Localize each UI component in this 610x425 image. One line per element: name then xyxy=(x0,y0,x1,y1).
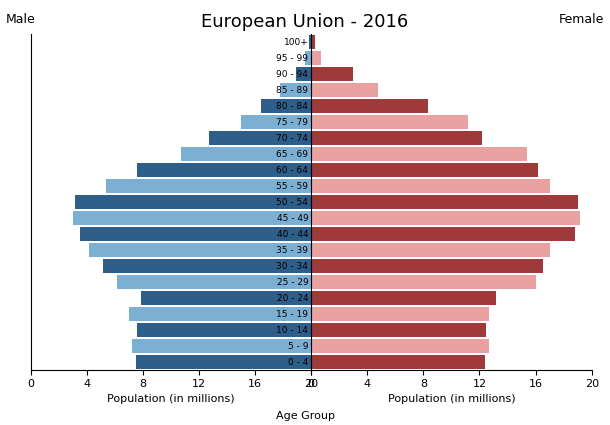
Bar xyxy=(311,147,527,161)
Bar xyxy=(132,339,311,353)
Text: Female: Female xyxy=(559,13,604,26)
Bar xyxy=(142,291,311,305)
Bar xyxy=(311,323,487,337)
Bar xyxy=(306,51,311,65)
Bar xyxy=(296,67,311,81)
Bar xyxy=(280,83,311,97)
Bar xyxy=(311,67,353,81)
Bar xyxy=(311,83,378,97)
Bar xyxy=(209,131,311,145)
Bar xyxy=(106,179,311,193)
Bar xyxy=(311,179,550,193)
Text: Male: Male xyxy=(6,13,36,26)
Bar xyxy=(311,355,485,368)
Bar xyxy=(311,195,578,209)
Bar xyxy=(73,211,311,225)
Bar xyxy=(311,51,321,65)
Bar xyxy=(137,323,311,337)
Bar xyxy=(241,115,311,129)
Bar xyxy=(80,227,311,241)
Bar xyxy=(118,275,311,289)
Bar xyxy=(311,339,489,353)
Bar xyxy=(181,147,311,161)
Bar xyxy=(104,259,311,272)
Text: European Union - 2016: European Union - 2016 xyxy=(201,13,409,31)
X-axis label: Population (in millions): Population (in millions) xyxy=(387,394,515,404)
Bar xyxy=(311,291,497,305)
Bar xyxy=(311,131,483,145)
Bar xyxy=(129,307,311,320)
Bar xyxy=(311,35,315,49)
X-axis label: Population (in millions): Population (in millions) xyxy=(107,394,235,404)
Bar xyxy=(311,163,539,177)
Text: Age Group: Age Group xyxy=(276,411,334,421)
Bar xyxy=(137,163,311,177)
Bar xyxy=(309,35,311,49)
Bar xyxy=(311,211,581,225)
Bar xyxy=(311,243,550,257)
Bar xyxy=(311,275,536,289)
Bar xyxy=(311,115,468,129)
Bar xyxy=(311,259,542,272)
Bar xyxy=(76,195,311,209)
Bar xyxy=(311,227,575,241)
Bar xyxy=(136,355,311,368)
Bar xyxy=(311,99,428,113)
Bar xyxy=(260,99,311,113)
Bar xyxy=(90,243,311,257)
Bar xyxy=(311,307,489,320)
